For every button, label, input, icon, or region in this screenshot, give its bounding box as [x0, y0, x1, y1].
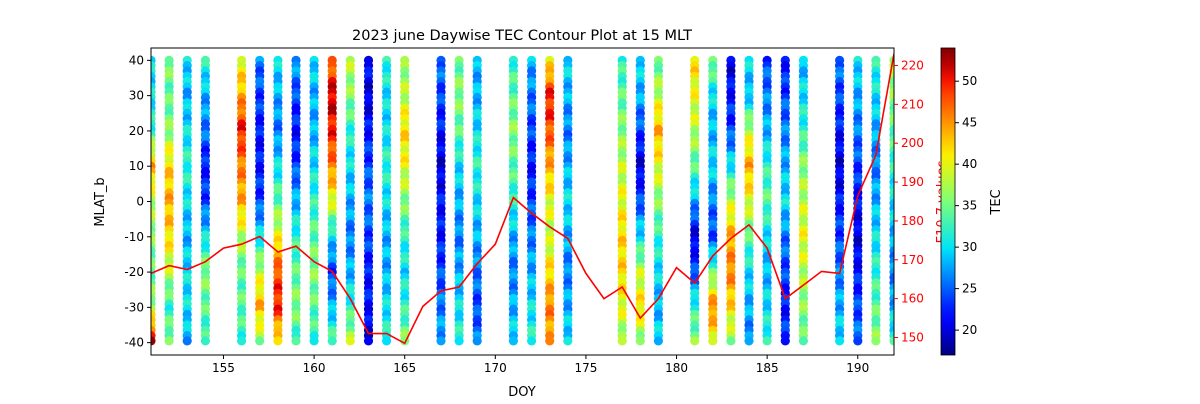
- x-tick-label: 180: [665, 361, 688, 375]
- tec-point: [309, 336, 319, 346]
- tec-point: [871, 336, 881, 346]
- colorbar-gradient: [940, 47, 956, 356]
- f107-tick-label: 150: [901, 331, 924, 345]
- tec-point: [255, 336, 265, 346]
- x-tick-label: 185: [756, 361, 779, 375]
- tec-point: [345, 336, 355, 346]
- colorbar-tick-label: 40: [962, 157, 977, 171]
- y-axis-label: MLAT_b: [93, 177, 108, 226]
- f107-tick-label: 220: [901, 58, 924, 72]
- tec-point: [182, 336, 192, 346]
- tec-point: [327, 336, 337, 346]
- y-axis: -40 -30 -20 -10 0 10 20 30 40: [124, 53, 151, 350]
- tec-point: [653, 336, 664, 346]
- y-tick-label: -20: [124, 265, 144, 279]
- tec-point: [889, 336, 894, 346]
- y-tick-label: 10: [129, 159, 144, 173]
- colorbar-tick-label: 20: [962, 323, 977, 337]
- tec-point: [508, 336, 518, 346]
- tec-point: [545, 336, 555, 346]
- colorbar-ticks: 20 25 30 35 40 45 50: [955, 74, 977, 337]
- tec-point: [527, 336, 537, 346]
- f107-axis: 150 160 170 180 190 200 210 220: [894, 58, 924, 345]
- tec-point: [726, 336, 736, 346]
- f107-tick-label: 210: [901, 97, 924, 111]
- tec-point: [200, 336, 210, 346]
- colorbar-tick-label: 45: [962, 116, 977, 130]
- x-axis-label: DOY: [508, 385, 536, 400]
- colorbar-label: TEC: [989, 189, 1004, 215]
- tec-point: [382, 336, 392, 346]
- tec-point: [237, 336, 247, 346]
- tec-point: [454, 336, 464, 346]
- f107-line-layer: [151, 53, 894, 345]
- x-tick-label: 170: [484, 361, 507, 375]
- x-tick-label: 160: [303, 361, 326, 375]
- chart-title: 2023 june Daywise TEC Contour Plot at 15…: [352, 28, 692, 44]
- tec-point: [744, 336, 754, 346]
- tec-point: [472, 336, 482, 346]
- tec-point: [798, 336, 809, 346]
- tec-point: [617, 336, 627, 346]
- x-axis: 155 160 165 170 175 180 185 190: [212, 355, 869, 375]
- x-tick-label: 175: [574, 361, 597, 375]
- f107-tick-label: 180: [901, 214, 924, 228]
- y-tick-label: 40: [129, 53, 144, 67]
- x-tick-label: 190: [846, 361, 869, 375]
- f107-tick-label: 190: [901, 175, 924, 189]
- tec-point: [436, 336, 446, 346]
- y-tick-label: -30: [124, 300, 144, 314]
- tec-point: [363, 336, 374, 346]
- y-tick-label: 30: [129, 89, 144, 103]
- colorbar-tick-label: 50: [962, 74, 977, 88]
- f107-tick-label: 200: [901, 136, 924, 150]
- tec-point: [635, 336, 645, 346]
- tec-scatter-layer: [151, 55, 894, 346]
- tec-point: [853, 336, 863, 346]
- tec-point: [164, 336, 174, 346]
- colorbar-tick-label: 35: [962, 199, 977, 213]
- f107-tick-label: 170: [901, 253, 924, 267]
- f107-series-line: [151, 53, 894, 345]
- tec-point: [291, 336, 301, 346]
- tec-point: [835, 336, 845, 346]
- tec-point: [762, 336, 772, 346]
- colorbar-tick-label: 25: [962, 282, 977, 296]
- colorbar-tick-label: 30: [962, 240, 977, 254]
- y-tick-label: -40: [124, 336, 144, 350]
- tec-point: [708, 336, 718, 346]
- tec-colorbar: 20 25 30 35 40 45 50 TEC: [940, 47, 1004, 356]
- y-tick-label: -10: [124, 230, 144, 244]
- tec-point: [151, 336, 156, 346]
- f107-tick-label: 160: [901, 292, 924, 306]
- tec-point: [780, 336, 790, 346]
- tec-point: [563, 336, 573, 346]
- y-tick-label: 20: [129, 124, 144, 138]
- x-tick-label: 155: [212, 361, 235, 375]
- tec-point: [690, 336, 700, 346]
- x-tick-label: 165: [393, 361, 416, 375]
- tec-point: [273, 336, 283, 346]
- y-tick-label: 0: [136, 195, 144, 209]
